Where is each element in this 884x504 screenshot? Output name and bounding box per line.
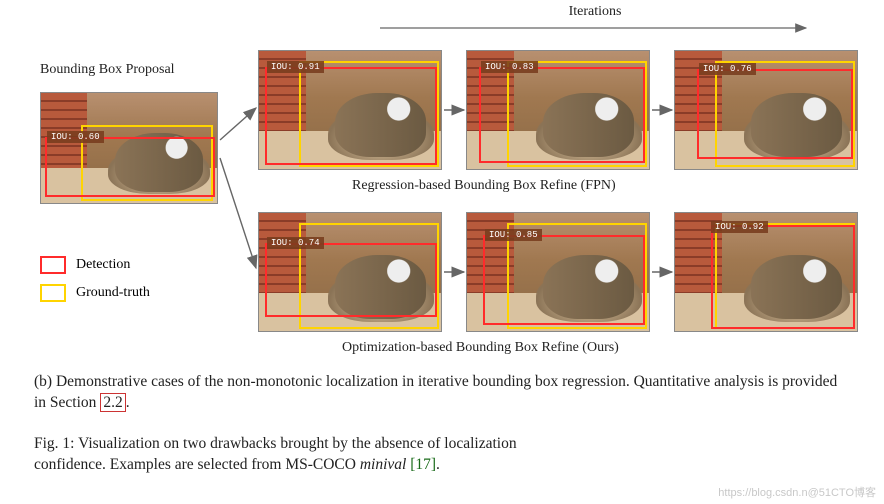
iou-label: IOU: 0.85: [485, 229, 542, 241]
legend-item: Detection: [40, 256, 150, 274]
row1-caption: Optimization-based Bounding Box Refine (…: [342, 340, 619, 356]
legend-swatch: [40, 284, 66, 302]
watermark: https://blog.csdn.n@51CTO博客: [718, 484, 876, 500]
proposal-card: IOU: 0.60: [40, 92, 218, 204]
iou-label: IOU: 0.91: [267, 61, 324, 73]
detection-box: [483, 235, 645, 325]
detection-box: [479, 67, 645, 163]
citation-link[interactable]: [17]: [410, 456, 436, 473]
figure-caption: Fig. 1: Visualization on two drawbacks b…: [34, 434, 850, 476]
iterations-header: Iterations: [380, 2, 810, 34]
detection-box: [45, 137, 215, 197]
row1-card1: IOU: 0.85: [466, 212, 650, 332]
dataset-name: minival: [360, 456, 407, 473]
row0-card0: IOU: 0.91: [258, 50, 442, 170]
iou-label: IOU: 0.83: [481, 61, 538, 73]
row0-card1: IOU: 0.83: [466, 50, 650, 170]
detection-box: [711, 225, 855, 329]
figure-area: Iterations Bounding Box Proposal Detecti…: [0, 0, 884, 10]
iterations-arrow: [380, 22, 810, 34]
iterations-label: Iterations: [569, 4, 622, 19]
legend-label: Ground-truth: [76, 285, 150, 301]
legend-item: Ground-truth: [40, 284, 150, 302]
detection-box: [265, 243, 437, 317]
detection-box: [265, 67, 437, 165]
iou-label: IOU: 0.74: [267, 237, 324, 249]
row0-caption: Regression-based Bounding Box Refine (FP…: [352, 178, 616, 194]
legend: Detection Ground-truth: [40, 256, 150, 312]
detection-box: [697, 69, 853, 159]
row1-card0: IOU: 0.74: [258, 212, 442, 332]
proposal-label: Bounding Box Proposal: [40, 62, 175, 78]
subfigure-caption: (b) Demonstrative cases of the non-monot…: [34, 372, 850, 414]
iou-label: IOU: 0.76: [699, 63, 756, 75]
legend-label: Detection: [76, 257, 130, 273]
iou-label: IOU: 0.92: [711, 221, 768, 233]
row0-card2: IOU: 0.76: [674, 50, 858, 170]
row1-card2: IOU: 0.92: [674, 212, 858, 332]
section-ref-link[interactable]: 2.2: [100, 393, 125, 412]
legend-swatch: [40, 256, 66, 274]
iou-label: IOU: 0.60: [47, 131, 104, 143]
